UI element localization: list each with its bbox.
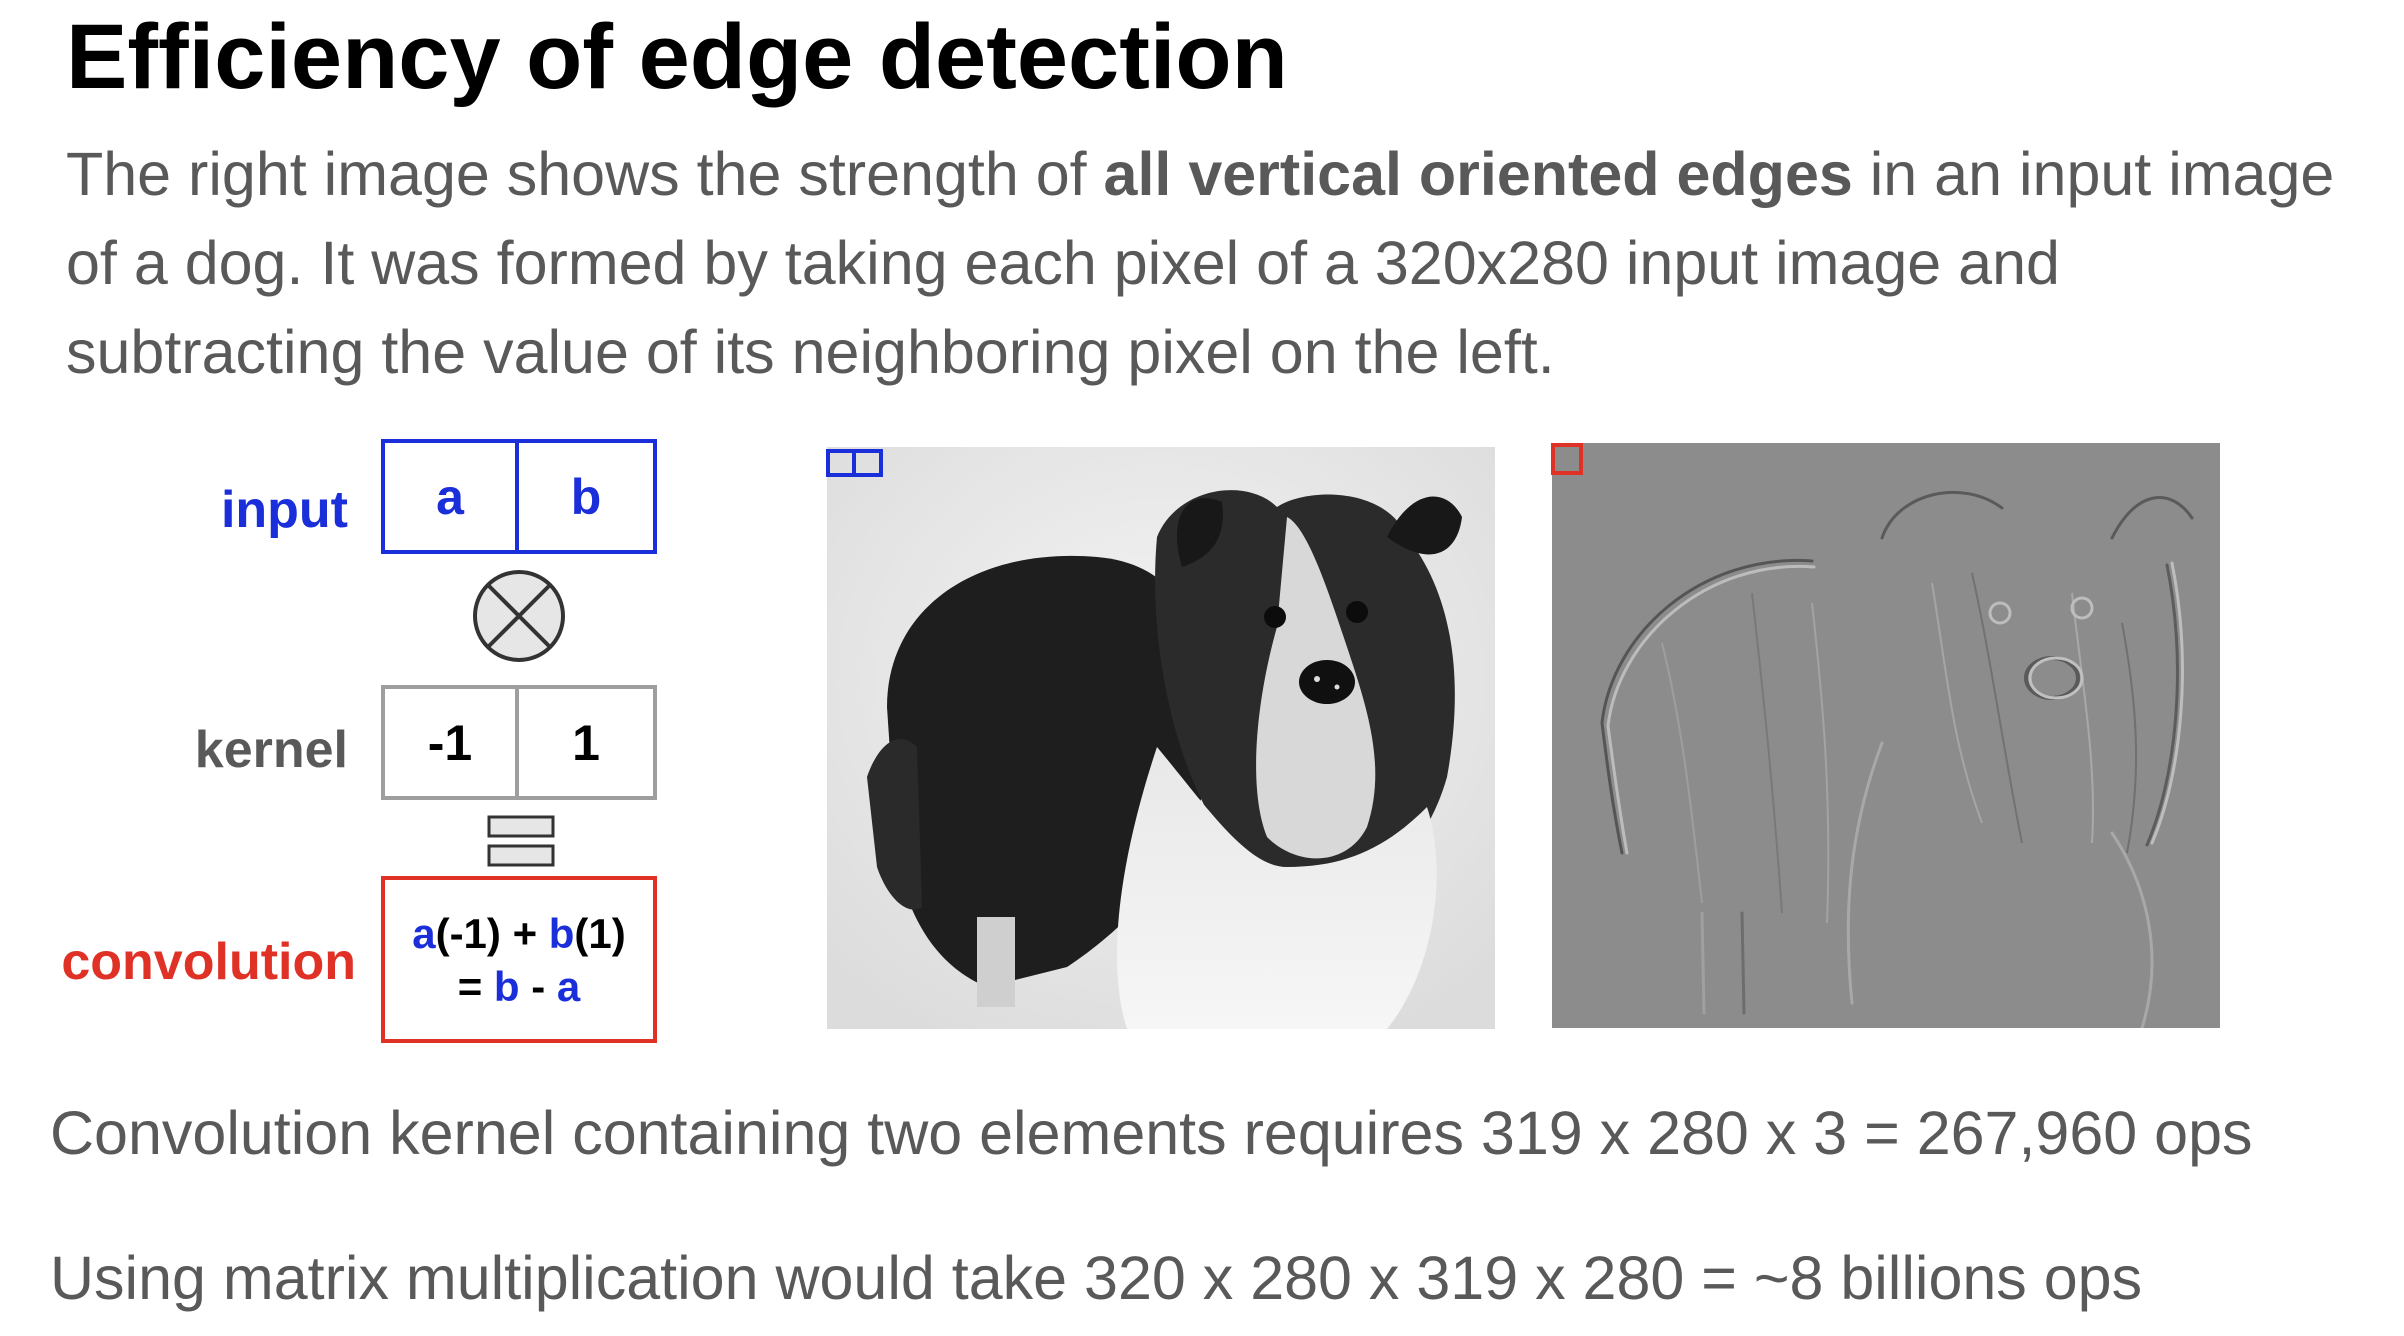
formula-text: (-1) + <box>435 909 549 957</box>
convolution-label: convolution <box>61 933 356 991</box>
slide-title: Efficiency of edge detection <box>66 6 1288 108</box>
input-pixel-pair-marker-icon <box>826 449 883 477</box>
formula-var-a: a <box>556 962 581 1010</box>
intro-text-1: The right image shows the strength of <box>66 140 1104 208</box>
output-pixel-marker-icon <box>1551 443 1583 475</box>
kernel-cells: -1 1 <box>381 685 657 800</box>
input-cell-a: a <box>385 443 519 550</box>
convolution-ops-text: Convolution kernel containing two elemen… <box>50 1099 2253 1167</box>
convolution-formula-line2: = b - a <box>458 960 581 1013</box>
kernel-cell-2: 1 <box>572 714 600 771</box>
formula-var-b: b <box>493 962 520 1010</box>
intro-paragraph: The right image shows the strength of al… <box>66 130 2366 397</box>
dog-grayscale-image <box>827 447 1495 1029</box>
formula-var-b: b <box>548 909 575 957</box>
input-cells: a b <box>381 439 657 554</box>
intro-bold-text: all vertical oriented edges <box>1103 140 1853 208</box>
convolution-result-box: a(-1) + b(1) = b - a <box>381 876 657 1043</box>
matrix-ops-text: Using matrix multiplication would take 3… <box>50 1244 2143 1312</box>
input-cell-b: b <box>570 468 602 525</box>
formula-text: (1) <box>574 909 626 957</box>
formula-var-a: a <box>412 909 436 957</box>
convolution-formula-line1: a(-1) + b(1) <box>412 907 626 960</box>
convolution-operator-icon <box>473 570 565 662</box>
input-label: input <box>220 481 348 539</box>
kernel-label: kernel <box>194 721 348 779</box>
vertical-edges-image <box>1552 443 2220 1028</box>
kernel-cell-1: -1 <box>385 689 519 796</box>
formula-text: - <box>519 962 557 1010</box>
formula-text: = <box>457 962 494 1010</box>
intro-text-2: in an input image of a dog. It was forme… <box>66 140 2335 386</box>
equals-icon <box>487 815 555 867</box>
